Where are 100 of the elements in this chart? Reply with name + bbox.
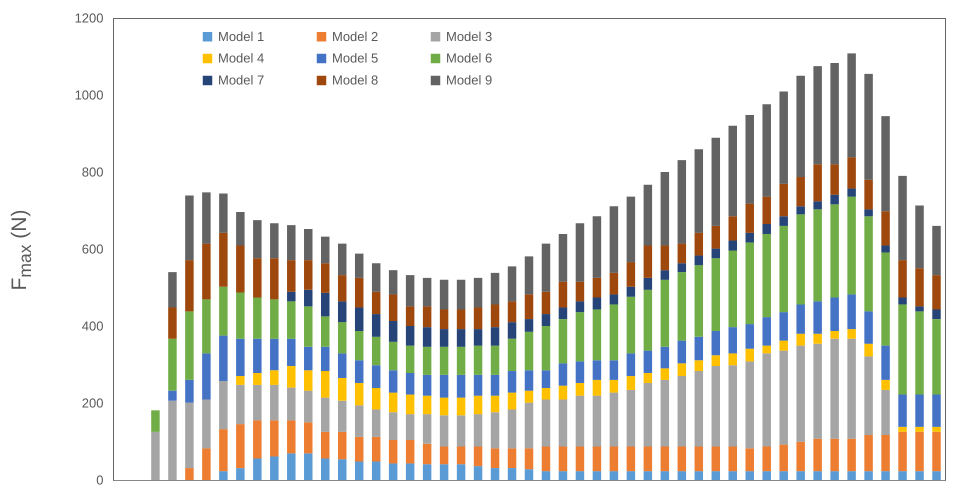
bar (253, 420, 262, 458)
bar (270, 456, 279, 480)
bar (745, 448, 754, 472)
bar (762, 104, 771, 197)
bar (422, 346, 432, 375)
bar (728, 216, 737, 241)
bar (712, 331, 720, 356)
bar (881, 380, 890, 390)
bar (712, 138, 720, 226)
bar (610, 380, 618, 393)
bar (542, 314, 550, 326)
bar (270, 370, 279, 385)
bar (813, 334, 822, 344)
bar (864, 471, 873, 480)
bar (202, 192, 211, 244)
bar (610, 304, 618, 360)
bar (236, 468, 245, 480)
bar (694, 256, 704, 266)
bar (388, 320, 398, 342)
bar (490, 272, 500, 304)
bar (354, 405, 364, 437)
bar (321, 263, 330, 293)
bar (576, 312, 584, 362)
bar (898, 432, 907, 472)
bar (592, 360, 602, 380)
bar (304, 306, 313, 347)
bar (796, 206, 805, 214)
bar (219, 286, 228, 336)
bar (712, 258, 720, 332)
bar (440, 309, 448, 330)
y-tick-label: 600 (82, 242, 104, 256)
bar (542, 370, 550, 388)
bar (168, 338, 177, 391)
bar (830, 438, 839, 472)
bar (745, 204, 754, 233)
bar (321, 292, 330, 316)
bar (576, 361, 584, 383)
bar (406, 414, 414, 440)
bar (915, 306, 924, 312)
bar (813, 471, 822, 480)
bar (712, 446, 720, 472)
bar (270, 299, 279, 339)
legend-label: Model 2 (332, 28, 378, 44)
bar (610, 206, 618, 273)
bar (864, 344, 873, 356)
bar (796, 346, 805, 442)
bar (712, 471, 720, 480)
bar (728, 327, 737, 354)
bar (185, 260, 194, 312)
bar (388, 440, 398, 464)
bar (660, 270, 670, 280)
bar (338, 244, 346, 276)
bar (406, 306, 414, 326)
bar (406, 346, 414, 373)
bar (644, 246, 652, 278)
bar (847, 157, 856, 189)
bar (592, 446, 602, 472)
bar (422, 464, 432, 480)
legend-label: Model 5 (332, 50, 378, 66)
bar (321, 316, 330, 347)
bar (626, 390, 636, 447)
bar (694, 371, 704, 447)
bar (354, 308, 364, 332)
bar (202, 299, 211, 354)
bar (644, 184, 652, 246)
bar (864, 216, 873, 312)
bar (508, 448, 516, 468)
bar (728, 126, 737, 216)
bar (847, 53, 856, 158)
bar (202, 244, 211, 300)
bar (694, 471, 704, 480)
bar (830, 63, 839, 164)
bar (745, 232, 754, 242)
bar (490, 396, 500, 412)
legend-label: Model 8 (332, 72, 378, 88)
bar (456, 329, 466, 347)
bar (745, 242, 754, 324)
bar (762, 224, 771, 234)
bar (440, 346, 448, 375)
bar (796, 334, 805, 346)
bar (440, 374, 448, 398)
bar (558, 363, 568, 386)
bar (185, 195, 194, 260)
bar (779, 184, 788, 216)
bar (474, 446, 482, 466)
bar (592, 298, 602, 310)
bar (287, 453, 296, 480)
bar (813, 344, 822, 439)
bar (830, 471, 839, 480)
bar (915, 432, 924, 472)
bar (185, 402, 194, 468)
bar (745, 348, 754, 362)
bar (745, 361, 754, 448)
bar (440, 280, 448, 310)
bar (422, 374, 432, 396)
bar (508, 266, 516, 302)
bar (338, 275, 346, 302)
bar (660, 246, 670, 270)
bar (796, 304, 805, 334)
bar (508, 371, 516, 393)
